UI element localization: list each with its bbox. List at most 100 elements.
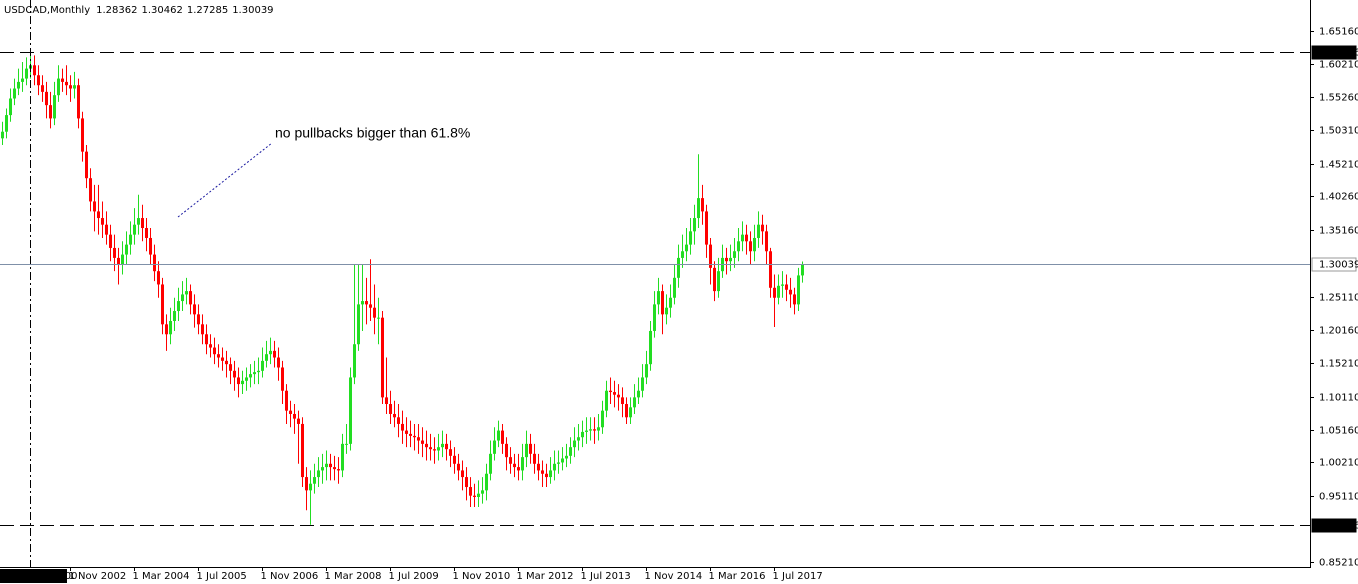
candle-body [289,410,292,414]
candle-body [645,364,648,378]
candle-body [241,380,244,385]
candle-body [45,91,48,106]
candle-body [193,304,196,315]
candle-body [481,490,484,494]
candle-body [189,291,192,305]
y-tick-label: 1.65160 [1319,27,1358,38]
x-tick-label: 1 Nov 2006 [261,571,319,582]
candle-body [341,443,344,471]
candle-body [385,397,388,405]
candle-body [729,257,732,262]
candle-body [689,231,692,245]
candle-body [381,317,384,398]
candle-body [401,423,404,431]
candle-body [693,218,696,232]
candle-body [301,423,304,478]
candle-body [37,75,40,86]
candle-body [141,218,144,229]
candle-body [749,241,752,252]
candle-body [637,390,640,398]
header-open: 1.28362 [96,5,137,16]
x-tick-label: 1 Jul 2013 [581,571,631,582]
candle-body [281,367,284,391]
candle-body [765,231,768,252]
candle-body [157,271,160,285]
y-tick-label: 0.85210 [1319,558,1358,569]
candle-body [769,251,772,288]
x-tick-label: 1 Jul 2017 [773,571,823,582]
y-tick-label: 1.15210 [1319,359,1358,370]
candle-body [273,350,276,358]
candle-body [377,317,380,319]
candle-body [773,287,776,298]
candle-body [485,473,488,491]
candle-body [745,234,748,242]
candle-body [585,430,588,432]
x-tick-label: 1 Nov 2002 [69,571,127,582]
candle-body [33,65,36,76]
candle-body [625,404,628,418]
candle-body [237,377,240,385]
candle-body [57,78,60,96]
candle-body [389,404,392,414]
candle-body [253,372,256,375]
candle-body [81,118,84,152]
y-tick-label: 1.50310 [1319,126,1358,137]
candle-body [77,85,80,119]
candle-body [425,443,428,448]
y-tick-label: 1.05160 [1319,426,1358,437]
candle-body [321,467,324,471]
candle-body [417,437,420,441]
candle-body [97,211,100,219]
annotation: no pullbacks bigger than 61.8% [275,125,470,141]
x-tick-label: 1 Mar 2012 [517,571,574,582]
candle-body [5,115,8,132]
y-tick-label: 1.25110 [1319,293,1358,304]
candle-body [121,254,124,265]
candle-body [421,440,424,444]
candle-body [617,394,620,398]
candle-body [537,463,540,471]
candle-body [177,301,180,312]
candle-body [497,430,500,441]
y-tick-label: 1.10110 [1319,393,1358,404]
candle-body [509,457,512,464]
candle-body [465,477,468,488]
y-tick-label: 1.00210 [1319,458,1358,469]
candle-body [457,463,460,471]
candle-body [405,430,408,434]
x-tick-label: 1 Mar 2004 [133,571,190,582]
candle-body [217,354,220,358]
candle-body [505,443,508,458]
candle-body [53,95,56,119]
candle-body [325,463,328,468]
candle-body [169,320,172,335]
header-low: 1.27285 [187,5,228,16]
candle-body [17,81,20,89]
chart-header: USDCAD,Monthly 1.28362 1.30462 1.27285 1.300… [4,5,274,16]
candle-body [437,447,440,451]
level-label-box [1311,518,1357,533]
candle-body [469,487,472,496]
candle-body [449,449,452,456]
candle-body [705,211,708,245]
candle-body [345,443,348,445]
candle-body [41,85,44,92]
candle-body [117,257,120,265]
candle-body [21,78,24,82]
crosshair-label-box [0,569,67,583]
candle-body [609,390,612,393]
y-tick-label: 1.45210 [1319,160,1358,171]
candle-body [49,105,52,119]
candle-body [501,430,504,444]
candle-body [145,228,148,238]
candle-body [397,417,400,424]
candle-body [653,304,656,331]
candle-body [73,85,76,89]
candle-body [313,477,316,484]
candle-body [665,307,668,315]
candle-body [357,304,360,345]
candle-body [757,224,760,238]
